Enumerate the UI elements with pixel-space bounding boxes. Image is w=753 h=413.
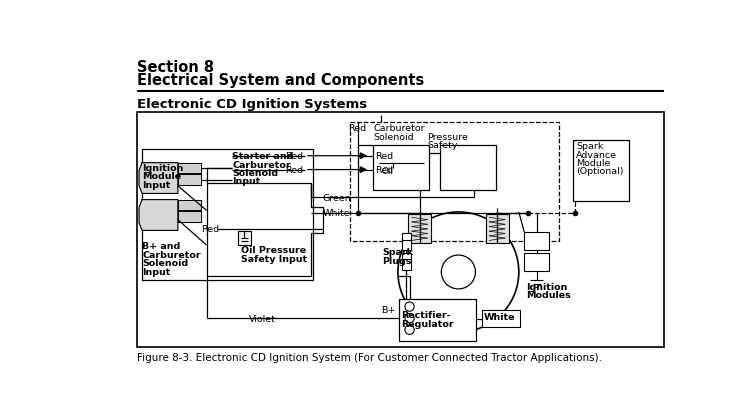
Bar	[402, 253, 411, 270]
Text: White: White	[484, 312, 516, 321]
Bar	[440, 145, 495, 190]
Text: B+ and: B+ and	[142, 242, 181, 251]
Text: Safety: Safety	[428, 141, 458, 150]
Text: Red: Red	[201, 225, 219, 234]
Text: B+: B+	[381, 305, 395, 314]
Text: Oil: Oil	[382, 166, 394, 175]
Text: Ignition: Ignition	[526, 282, 568, 291]
Bar	[486, 215, 509, 244]
Text: Carburetor: Carburetor	[373, 124, 425, 133]
Bar	[408, 215, 431, 244]
Text: Green: Green	[323, 193, 352, 202]
Bar	[373, 145, 429, 190]
Bar	[142, 150, 312, 280]
Text: Solenoid: Solenoid	[232, 169, 278, 178]
Text: Carburetor: Carburetor	[232, 160, 291, 169]
Text: Pressure: Pressure	[428, 133, 468, 142]
Text: (Optional): (Optional)	[576, 167, 623, 176]
Text: Spark: Spark	[383, 248, 413, 257]
Text: Red: Red	[285, 152, 303, 161]
Text: Modules: Modules	[526, 291, 572, 300]
Text: Red: Red	[285, 166, 303, 175]
Bar	[350, 123, 559, 242]
Polygon shape	[139, 200, 178, 231]
Text: Red: Red	[375, 152, 393, 161]
Text: Spark: Spark	[576, 142, 604, 151]
Polygon shape	[178, 175, 201, 185]
Text: Red: Red	[349, 124, 367, 133]
Text: Oil Pressure: Oil Pressure	[242, 245, 306, 254]
Text: Starter and: Starter and	[232, 152, 294, 161]
Text: Section 8: Section 8	[137, 60, 214, 75]
Text: Safety Input: Safety Input	[242, 254, 307, 263]
Text: Figure 8-3. Electronic CD Ignition System (For Customer Connected Tractor Applic: Figure 8-3. Electronic CD Ignition Syste…	[137, 352, 602, 362]
Text: Rectifier-: Rectifier-	[401, 311, 450, 320]
Polygon shape	[139, 163, 178, 194]
Text: Module: Module	[142, 172, 181, 180]
Text: White: White	[323, 209, 350, 218]
Polygon shape	[178, 163, 201, 174]
Text: Electrical System and Components: Electrical System and Components	[137, 73, 424, 88]
Text: Advance: Advance	[576, 150, 617, 159]
Bar	[398, 299, 476, 342]
Polygon shape	[178, 200, 201, 211]
Text: Plugs: Plugs	[383, 256, 412, 265]
Text: Violet: Violet	[249, 315, 276, 323]
Bar	[137, 113, 663, 348]
Polygon shape	[178, 211, 201, 222]
Text: Carburetor: Carburetor	[142, 250, 201, 259]
Text: Regulator: Regulator	[401, 319, 453, 328]
Text: Solenoid: Solenoid	[142, 259, 188, 268]
Bar	[402, 234, 411, 251]
Text: Input: Input	[232, 177, 261, 186]
Text: Input: Input	[142, 267, 170, 276]
Text: Ignition: Ignition	[142, 163, 184, 172]
Bar	[573, 140, 629, 202]
Bar	[524, 253, 549, 272]
Text: Electronic CD Ignition Systems: Electronic CD Ignition Systems	[137, 98, 367, 111]
Bar	[237, 232, 252, 245]
Text: Red: Red	[375, 166, 393, 175]
Bar	[482, 311, 520, 328]
Text: Solenoid: Solenoid	[373, 133, 413, 142]
Bar	[524, 233, 549, 251]
Text: Module: Module	[576, 159, 611, 168]
Text: Input: Input	[142, 180, 170, 189]
